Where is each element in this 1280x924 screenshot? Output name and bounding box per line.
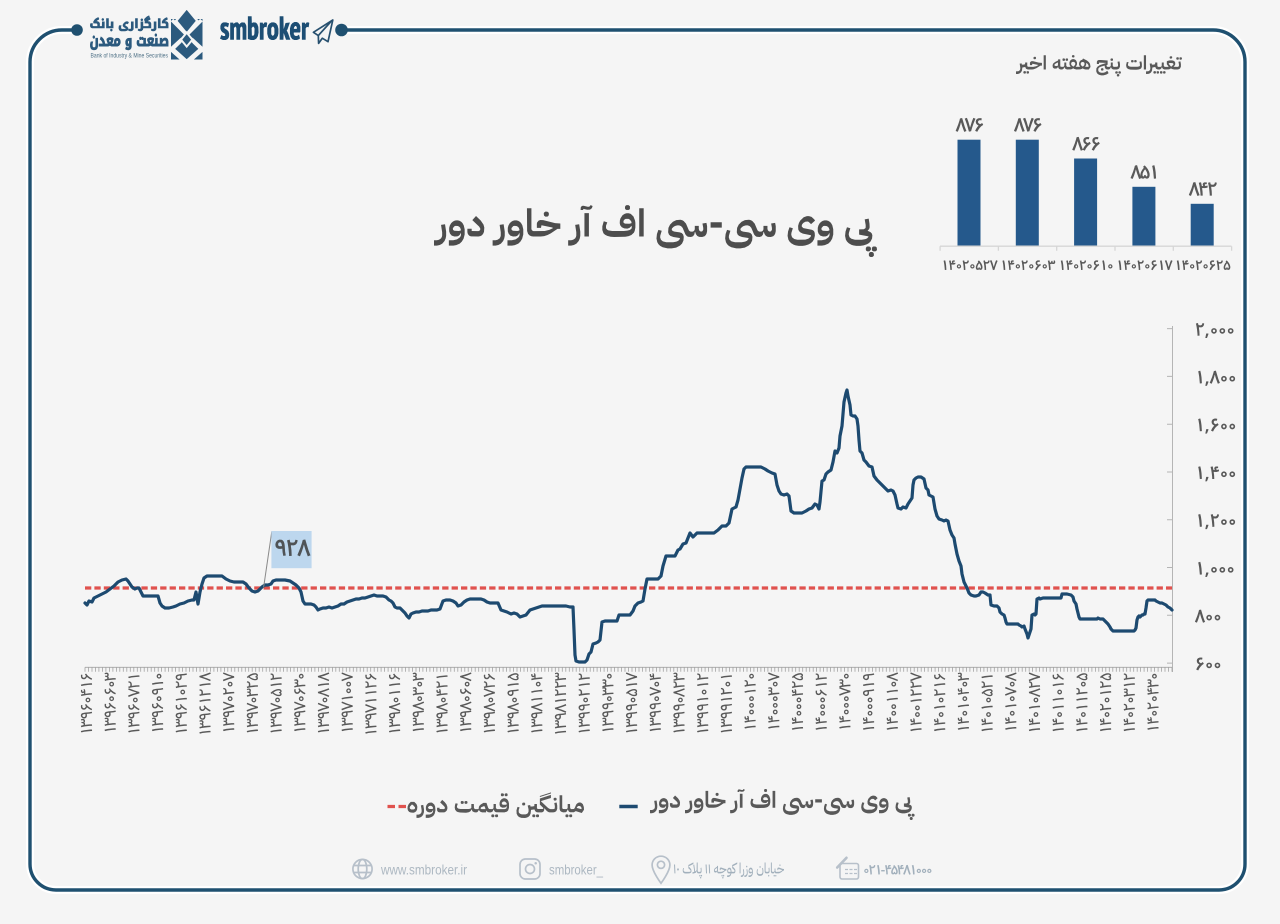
- svg-text:smbroker_: smbroker_: [549, 862, 603, 878]
- svg-text:Bank of Industry & Mine Securi: Bank of Industry & Mine Securities: [91, 52, 169, 59]
- svg-text:www.smbroker.ir: www.smbroker.ir: [380, 862, 467, 878]
